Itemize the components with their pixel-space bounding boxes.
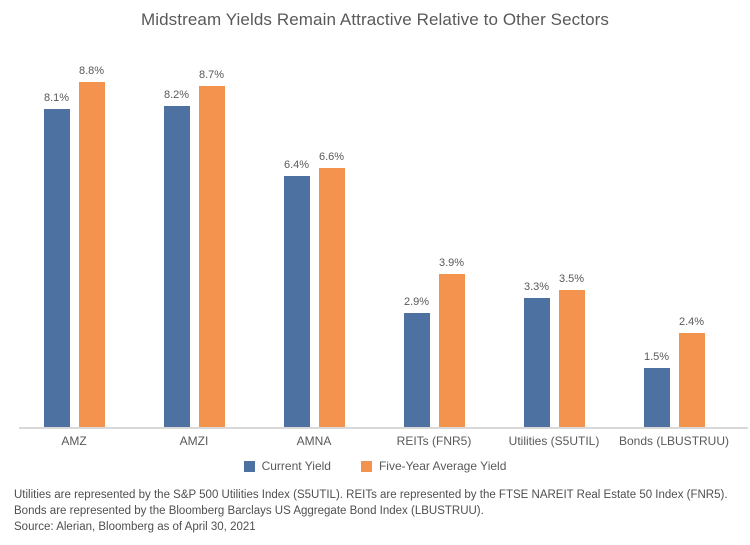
- bar-current-yield: [643, 368, 670, 427]
- footnote-line: Utilities are represented by the S&P 500…: [14, 489, 728, 501]
- bar-current-yield: [403, 313, 430, 427]
- category-label: Utilities (S5UTIL): [508, 434, 600, 448]
- legend: Current Yield Five-Year Average Yield: [0, 459, 750, 473]
- bar-wrap-current-yield: 2.9%: [403, 296, 430, 427]
- category-label: AMZ: [61, 434, 87, 448]
- bar-value-label: 8.1%: [43, 92, 70, 104]
- bar-current-yield: [163, 106, 190, 427]
- footnote-line: Bonds are represented by the Bloomberg B…: [14, 505, 484, 517]
- bar-value-label: 3.9%: [438, 257, 465, 269]
- bar-group-reits-fnr5: 2.9% 3.9%: [374, 62, 494, 427]
- five-year-average-yield-swatch-icon: [360, 460, 372, 472]
- plot-area: 8.1% 8.8% 8.2% 8.7% 6.4% 6.6% 2.9% 3.9% 3.3% 3.5%…: [14, 62, 734, 427]
- legend-item-five-year-average-yield: Five-Year Average Yield: [360, 459, 507, 473]
- chart-title: Midstream Yields Remain Attractive Relat…: [140, 10, 609, 29]
- bar-five-year-average-yield: [678, 333, 705, 427]
- legend-label: Five-Year Average Yield: [378, 459, 507, 473]
- bar-current-yield: [283, 176, 310, 427]
- source-line: Source: Alerian, Bloomberg as of April 3…: [14, 521, 256, 533]
- bar-group-amzi: 8.2% 8.7%: [134, 62, 254, 427]
- bar-five-year-average-yield: [318, 168, 345, 427]
- bar-value-label: 3.5%: [558, 273, 585, 285]
- category-label: AMNA: [296, 434, 332, 448]
- category-label: AMZI: [179, 434, 209, 448]
- bar-current-yield: [43, 109, 70, 427]
- bar-wrap-current-yield: 8.1%: [43, 92, 70, 427]
- bar-five-year-average-yield: [558, 290, 585, 427]
- bar-five-year-average-yield: [438, 274, 465, 427]
- bar-group-amz: 8.1% 8.8%: [14, 62, 134, 427]
- bar-wrap-five-year-average-yield: 2.4%: [678, 316, 705, 427]
- bar-wrap-five-year-average-yield: 8.7%: [198, 69, 225, 427]
- current-yield-swatch-icon: [243, 460, 255, 472]
- legend-label: Current Yield: [261, 459, 331, 473]
- bar-value-label: 6.6%: [318, 151, 345, 163]
- bar-value-label: 2.4%: [678, 316, 705, 328]
- category-label: REITs (FNR5): [396, 434, 472, 448]
- bar-value-label: 8.8%: [78, 65, 105, 77]
- bar-value-label: 3.3%: [523, 281, 550, 293]
- bar-wrap-five-year-average-yield: 6.6%: [318, 151, 345, 427]
- bar-wrap-current-yield: 1.5%: [643, 351, 670, 427]
- bar-value-label: 8.2%: [163, 89, 190, 101]
- bar-group-amna: 6.4% 6.6%: [254, 62, 374, 427]
- bar-wrap-five-year-average-yield: 3.9%: [438, 257, 465, 427]
- bar-wrap-five-year-average-yield: 8.8%: [78, 65, 105, 427]
- bar-group-bonds-lbustruu: 1.5% 2.4%: [614, 62, 734, 427]
- bar-wrap-five-year-average-yield: 3.5%: [558, 273, 585, 427]
- bar-value-label: 6.4%: [283, 159, 310, 171]
- legend-item-current-yield: Current Yield: [243, 459, 331, 473]
- bar-group-utilities-s5util: 3.3% 3.5%: [494, 62, 614, 427]
- footnotes: Utilities are represented by the S&P 500…: [14, 487, 744, 535]
- bar-five-year-average-yield: [78, 82, 105, 427]
- bar-value-label: 1.5%: [643, 351, 670, 363]
- bar-wrap-current-yield: 8.2%: [163, 89, 190, 427]
- bar-value-label: 8.7%: [198, 69, 225, 81]
- bar-value-label: 2.9%: [403, 296, 430, 308]
- bar-wrap-current-yield: 3.3%: [523, 281, 550, 427]
- bar-current-yield: [523, 298, 550, 427]
- bar-wrap-current-yield: 6.4%: [283, 159, 310, 427]
- category-labels: AMZ AMZI AMNA REITs (FNR5) Utilities (S5UTIL…: [14, 434, 734, 448]
- category-label: Bonds (LBUSTRUU): [618, 434, 730, 448]
- bar-five-year-average-yield: [198, 86, 225, 427]
- x-axis-line: [19, 427, 748, 429]
